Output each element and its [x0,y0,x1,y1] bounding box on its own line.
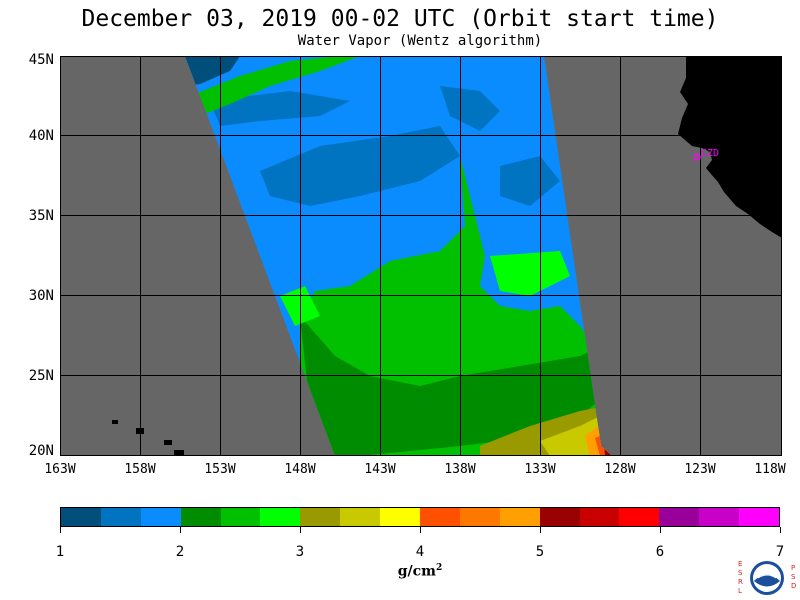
lat-label-45n: 45N [28,52,54,68]
lat-label-20n: 20N [28,443,54,459]
water-vapor-map: CZD [60,56,782,456]
island-kauai [112,420,118,424]
lon-label-158w: 158W [124,462,156,477]
lat-label-35n: 35N [28,208,54,224]
colorbar-swatch [459,508,500,526]
colorbar-swatch [499,508,540,526]
colorbar-tick [60,527,61,533]
lon-label-153w: 153W [204,462,236,477]
svg-text:R: R [738,578,743,586]
colorbar-swatch [739,508,780,526]
map-title: December 03, 2019 00-02 UTC (Orbit start… [81,6,719,32]
lon-label-123w: 123W [684,462,716,477]
colorbar [60,507,780,527]
colorbar-swatch [260,508,301,526]
island-maui [164,440,172,445]
svg-text:L: L [738,587,742,595]
lon-label-148w: 148W [284,462,316,477]
colorbar-tick [180,527,181,533]
colorbar-swatch [420,508,460,526]
lon-label-128w: 128W [604,462,636,477]
colorbar-swatch [579,508,620,526]
map-subtitle: Water Vapor (Wentz algorithm) [297,33,543,49]
island-hawaii [174,450,184,456]
lat-label-30n: 30N [28,288,54,304]
colorbar-tick-label: 2 [175,544,185,560]
lon-label-163w: 163W [44,462,76,477]
colorbar-tick [420,527,421,533]
svg-text:D: D [791,582,796,590]
lon-label-138w: 138W [444,462,476,477]
station-marker [693,153,701,161]
noaa-logo-icon: E S R L P S D [738,560,796,595]
colorbar-swatch [100,508,141,526]
svg-text:E: E [738,560,742,568]
colorbar-tick [660,527,661,533]
colorbar-tick-label: 1 [55,544,65,560]
colorbar-tick-label: 5 [535,544,545,560]
colorbar-tick-label: 3 [295,544,305,560]
colorbar-swatch [659,508,700,526]
colorbar-tick-label: 4 [415,544,425,560]
lat-label-25n: 25N [28,368,54,384]
colorbar-swatch [300,508,341,526]
colorbar-swatch [61,508,101,526]
colorbar-tick-label: 7 [775,544,785,560]
colorbar-swatch [380,508,421,526]
colorbar-swatch [220,508,261,526]
colorbar-swatch [140,508,181,526]
colorbar-tick [300,527,301,533]
station-label: CZD [701,148,719,159]
colorbar-tick [780,527,781,533]
colorbar-swatch [699,508,740,526]
colorbar-tick [540,527,541,533]
colorbar-swatch [340,508,381,526]
svg-text:S: S [791,573,796,581]
lon-label-118w: 118W [754,462,786,477]
colorbar-tick-label: 6 [655,544,665,560]
lon-label-143w: 143W [364,462,396,477]
unit-label: g/cm2 [397,563,443,580]
lat-lon-grid [60,56,782,456]
colorbar-swatch [619,508,660,526]
svg-text:P: P [791,564,795,572]
colorbar-swatch [539,508,580,526]
colorbar-swatch [180,508,221,526]
svg-text:S: S [738,569,743,577]
lon-label-133w: 133W [524,462,556,477]
land-north-america [678,56,782,238]
lat-label-40n: 40N [28,128,54,144]
